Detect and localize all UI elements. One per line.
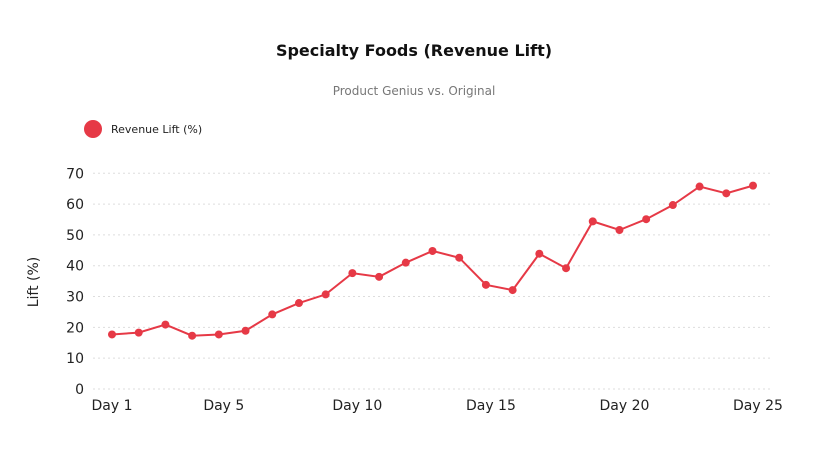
data-point: [508, 286, 517, 295]
y-tick-label: 10: [66, 351, 84, 367]
data-point: [188, 331, 197, 340]
data-point: [375, 272, 384, 281]
data-point: [214, 330, 223, 339]
y-tick-label: 40: [66, 259, 84, 275]
data-point: [321, 290, 330, 299]
data-point: [535, 249, 544, 258]
data-point: [722, 189, 731, 198]
data-point: [268, 310, 277, 319]
y-tick-label: 30: [66, 290, 84, 306]
data-point: [294, 299, 303, 308]
x-tick-label: Day 1: [91, 398, 132, 414]
data-point: [668, 201, 677, 210]
y-tick-label: 60: [66, 197, 84, 213]
data-point: [108, 330, 116, 339]
data-point: [348, 269, 357, 278]
x-tick-label: Day 15: [466, 398, 516, 414]
x-tick-label: Day 5: [203, 398, 244, 414]
chart-title: Specialty Foods (Revenue Lift): [276, 41, 552, 60]
y-tick-label: 70: [66, 166, 84, 182]
y-tick-label: 20: [66, 320, 84, 336]
data-point: [695, 182, 704, 191]
chart-subtitle: Product Genius vs. Original: [333, 84, 496, 98]
x-tick-label: Day 20: [599, 398, 649, 414]
series-line: [111, 184, 754, 337]
y-tick-label: 0: [75, 382, 84, 398]
data-point: [401, 258, 410, 267]
legend-marker: [84, 120, 102, 138]
data-point: [588, 217, 597, 226]
x-tick-label: Day 25: [733, 398, 783, 414]
data-point: [481, 280, 490, 289]
data-point: [642, 215, 651, 224]
data-point: [455, 253, 464, 262]
data-point: [562, 264, 571, 273]
y-tick-label: 50: [66, 228, 84, 244]
data-point: [749, 181, 757, 190]
data-point: [615, 225, 624, 234]
data-point: [134, 328, 143, 337]
data-point: [241, 326, 250, 335]
legend: Revenue Lift (%): [84, 120, 202, 138]
data-point: [428, 246, 437, 255]
data-point: [161, 320, 170, 329]
legend-label: Revenue Lift (%): [111, 123, 202, 136]
y-axis-label: Lift (%): [26, 257, 42, 308]
x-tick-label: Day 10: [332, 398, 382, 414]
